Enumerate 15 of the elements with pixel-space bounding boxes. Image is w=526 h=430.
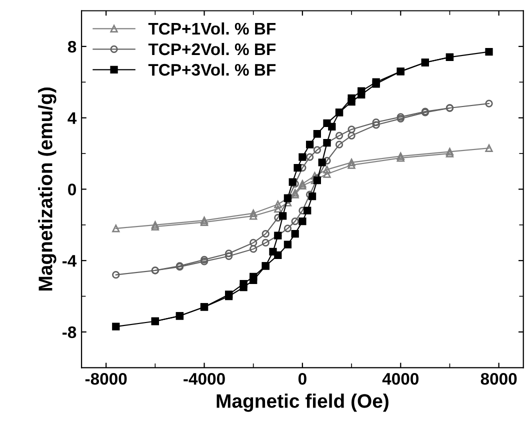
- legend-label: TCP+1Vol. % BF: [148, 22, 276, 35]
- x-tick-label: -4000: [184, 372, 225, 385]
- legend-label: TCP+3Vol. % BF: [148, 63, 276, 76]
- y-tick-label: -8: [62, 326, 76, 338]
- y-tick-label: 0: [68, 184, 76, 196]
- x-tick-label: 0: [298, 372, 306, 385]
- y-tick-label: 8: [68, 40, 76, 53]
- x-tick-label: -8000: [85, 372, 127, 385]
- y-tick-label: 4: [68, 112, 77, 124]
- y-axis-title: Magnetization (emu/g): [38, 88, 56, 291]
- x-tick-label: 8000: [480, 372, 517, 385]
- y-tick-label: -4: [62, 255, 77, 267]
- x-axis-title: Magnetic field (Oe): [216, 394, 388, 412]
- legend-label: TCP+2Vol. % BF: [148, 42, 276, 56]
- x-tick-label: 4000: [382, 372, 418, 385]
